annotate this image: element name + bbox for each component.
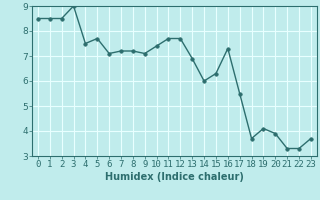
X-axis label: Humidex (Indice chaleur): Humidex (Indice chaleur) (105, 172, 244, 182)
